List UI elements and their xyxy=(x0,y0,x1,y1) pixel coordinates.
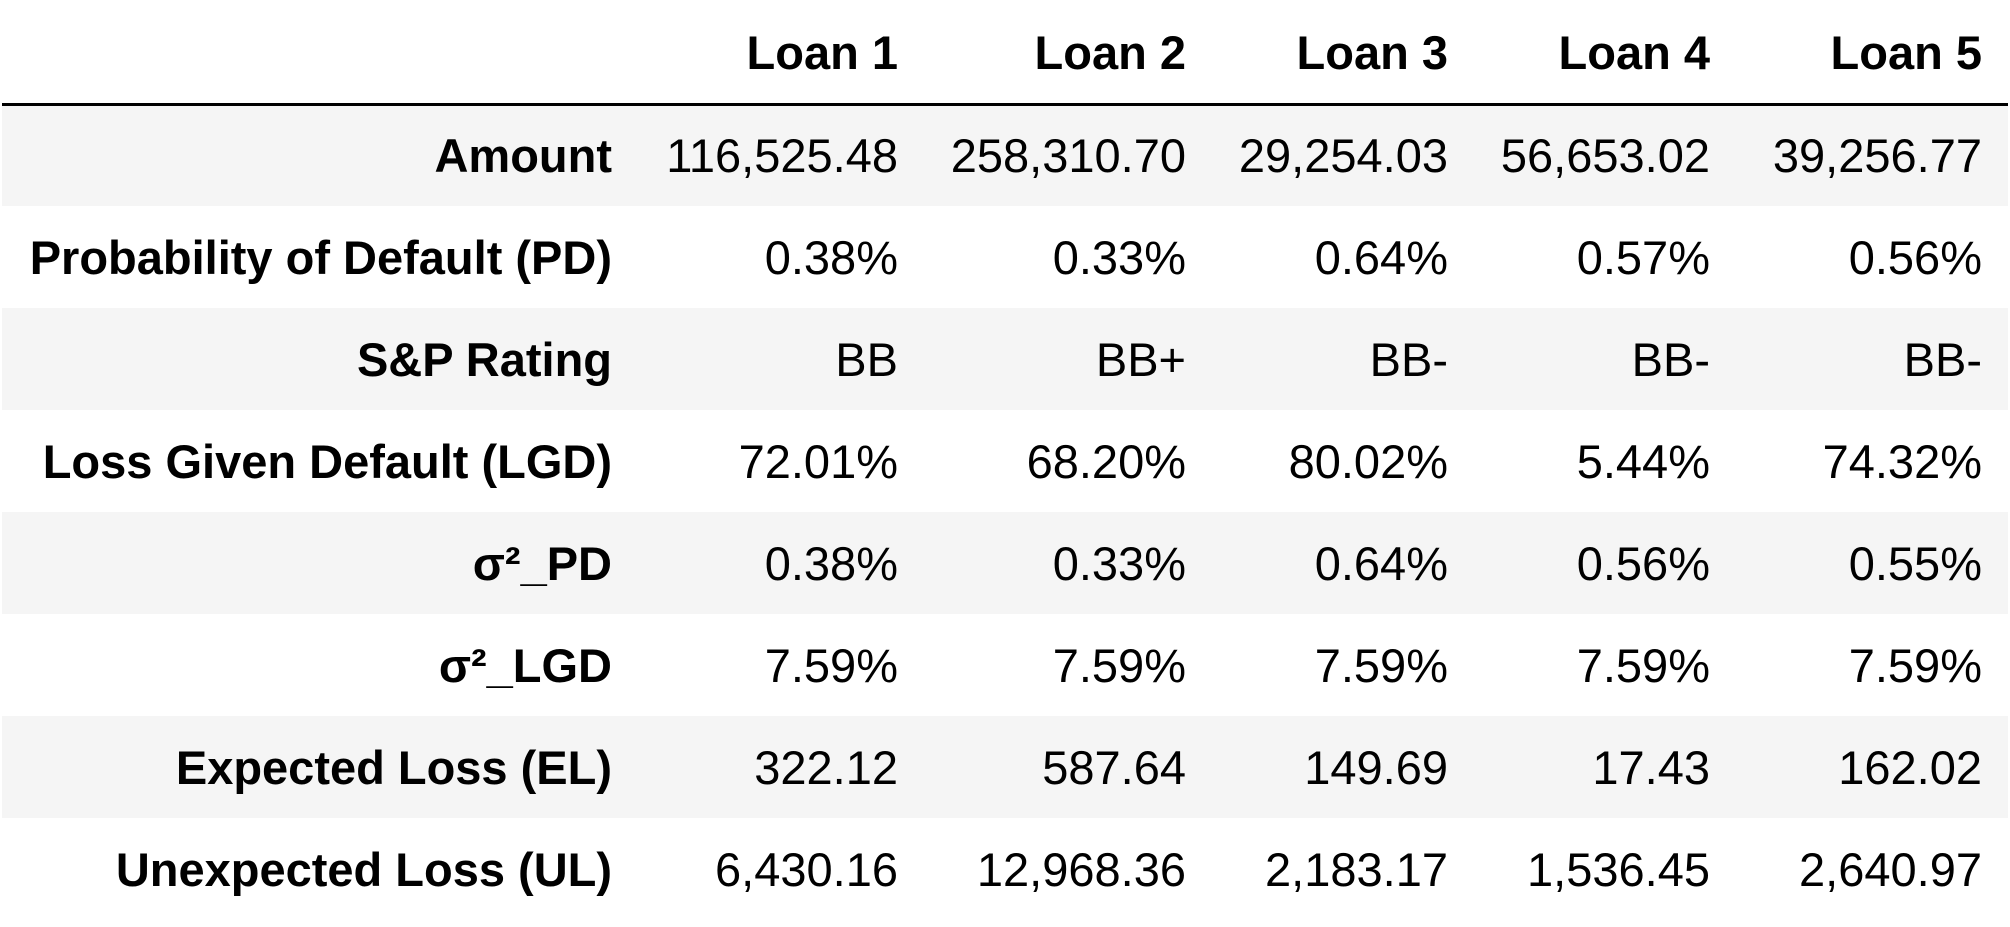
table-cell: 0.64% xyxy=(1314,230,1448,284)
table-cell: 39,256.77 xyxy=(1772,129,1982,183)
table-cell: 68.20% xyxy=(1026,434,1186,488)
table-cell: 5.44% xyxy=(1576,434,1710,488)
table-cell: 0.64% xyxy=(1314,536,1448,590)
table-cell: BB+ xyxy=(1095,332,1186,386)
table-row: σ²_PD 0.38% 0.33% 0.64% 0.56% 0.55% xyxy=(2,512,2008,614)
table-cell: 7.59% xyxy=(1848,638,1982,692)
table-row: Expected Loss (EL) 322.12 587.64 149.69 … xyxy=(2,716,2008,818)
table-row: Probability of Default (PD) 0.38% 0.33% … xyxy=(2,206,2008,308)
table-cell: 0.38% xyxy=(764,536,898,590)
table-cell: 0.57% xyxy=(1576,230,1710,284)
table-row: Unexpected Loss (UL) 6,430.16 12,968.36 … xyxy=(2,818,2008,920)
header-cell-index xyxy=(2,2,638,106)
table-cell: 7.59% xyxy=(1314,638,1448,692)
row-label: S&P Rating xyxy=(356,332,612,386)
header-cell-loan-3: Loan 3 xyxy=(1212,2,1474,106)
table-cell: 6,430.16 xyxy=(715,842,898,896)
table-cell: 80.02% xyxy=(1288,434,1448,488)
table-cell: 258,310.70 xyxy=(950,129,1186,183)
table-cell: 162.02 xyxy=(1838,740,1982,794)
row-label: Amount xyxy=(434,129,612,183)
row-label: Probability of Default (PD) xyxy=(29,230,612,284)
table-cell: BB xyxy=(835,332,898,386)
table-cell: 2,183.17 xyxy=(1265,842,1448,896)
table-cell: 0.56% xyxy=(1576,536,1710,590)
table-cell: 2,640.97 xyxy=(1799,842,1982,896)
table-cell: 0.55% xyxy=(1848,536,1982,590)
table-cell: 0.56% xyxy=(1848,230,1982,284)
table-cell: 116,525.48 xyxy=(666,129,898,183)
table-header: Loan 1 Loan 2 Loan 3 Loan 4 Loan 5 xyxy=(2,2,2008,106)
table-row: Amount 116,525.48 258,310.70 29,254.03 5… xyxy=(2,104,2008,206)
table-cell: 72.01% xyxy=(738,434,898,488)
table-cell: 29,254.03 xyxy=(1238,129,1448,183)
header-cell-loan-1: Loan 1 xyxy=(638,2,924,106)
table-cell: 0.33% xyxy=(1052,536,1186,590)
row-label: σ²_LGD xyxy=(438,638,612,692)
table-row: Loss Given Default (LGD) 72.01% 68.20% 8… xyxy=(2,410,2008,512)
table-body: Amount 116,525.48 258,310.70 29,254.03 5… xyxy=(2,104,2008,920)
row-label: Unexpected Loss (UL) xyxy=(115,842,612,896)
row-label: σ²_PD xyxy=(472,536,612,590)
table-cell: 322.12 xyxy=(754,740,898,794)
table-cell: 74.32% xyxy=(1822,434,1982,488)
table-cell: BB- xyxy=(1631,332,1710,386)
table-cell: BB- xyxy=(1903,332,1982,386)
row-label: Loss Given Default (LGD) xyxy=(42,434,612,488)
table-cell: 149.69 xyxy=(1304,740,1448,794)
table-row: S&P Rating BB BB+ BB- BB- BB- xyxy=(2,308,2008,410)
table-cell: BB- xyxy=(1369,332,1448,386)
table-cell: 7.59% xyxy=(1576,638,1710,692)
table-cell: 0.33% xyxy=(1052,230,1186,284)
table-cell: 7.59% xyxy=(764,638,898,692)
table-cell: 56,653.02 xyxy=(1500,129,1710,183)
header-row: Loan 1 Loan 2 Loan 3 Loan 4 Loan 5 xyxy=(2,2,2008,106)
table-cell: 12,968.36 xyxy=(976,842,1186,896)
table-cell: 587.64 xyxy=(1042,740,1186,794)
table-cell: 0.38% xyxy=(764,230,898,284)
table-row: σ²_LGD 7.59% 7.59% 7.59% 7.59% 7.59% xyxy=(2,614,2008,716)
table-cell: 17.43 xyxy=(1592,740,1710,794)
header-cell-loan-5: Loan 5 xyxy=(1736,2,2008,106)
table-cell: 7.59% xyxy=(1052,638,1186,692)
header-cell-loan-2: Loan 2 xyxy=(924,2,1212,106)
row-label: Expected Loss (EL) xyxy=(175,740,612,794)
header-cell-loan-4: Loan 4 xyxy=(1474,2,1736,106)
table-cell: 1,536.45 xyxy=(1527,842,1710,896)
